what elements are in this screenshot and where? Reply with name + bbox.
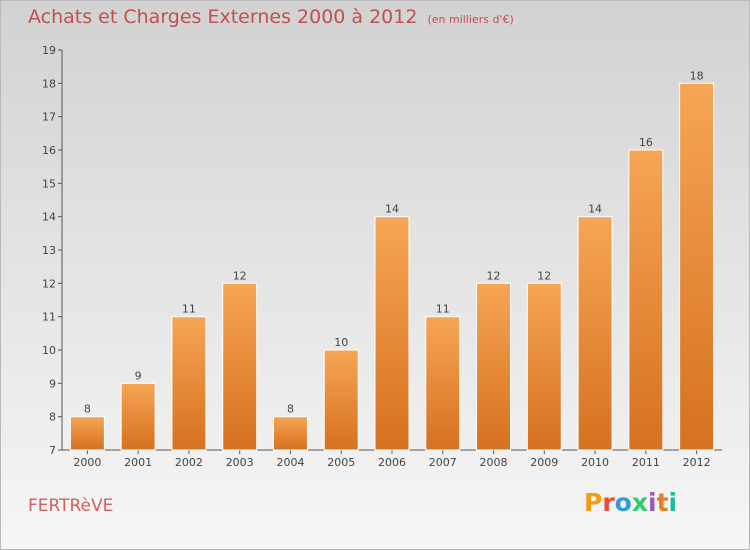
x-tick-label: 2006 xyxy=(378,456,406,469)
chart-subtitle: (en milliers d'€) xyxy=(427,13,514,26)
bar-2004 xyxy=(272,416,308,451)
bar-2006 xyxy=(374,216,410,451)
logo-letter: t xyxy=(656,488,669,517)
data-label-2010: 14 xyxy=(588,203,602,216)
data-label-2005: 10 xyxy=(334,336,348,349)
data-label-2004: 8 xyxy=(287,403,294,416)
data-label-2011: 16 xyxy=(639,136,653,149)
logo-letter: r xyxy=(602,488,615,517)
x-tick-label: 2007 xyxy=(429,456,457,469)
y-tick-label: 7 xyxy=(49,444,56,457)
logo-letter: i xyxy=(648,488,657,517)
commune-name: FERTRèVE xyxy=(28,496,114,516)
bar-2011 xyxy=(628,149,664,451)
x-tick-label: 2000 xyxy=(73,456,101,469)
data-label-2007: 11 xyxy=(436,303,450,316)
y-tick-label: 10 xyxy=(42,344,56,357)
chart-bars xyxy=(69,82,715,451)
y-tick-label: 18 xyxy=(42,77,56,90)
logo-letter: o xyxy=(614,488,632,517)
bar-2012 xyxy=(679,82,715,451)
data-label-2006: 14 xyxy=(385,203,399,216)
data-label-2009: 12 xyxy=(537,269,551,282)
bar-2009 xyxy=(526,282,562,451)
y-tick-label: 19 xyxy=(42,44,56,57)
x-tick-label: 2008 xyxy=(480,456,508,469)
bar-2007 xyxy=(425,316,461,451)
bar-2002 xyxy=(171,316,207,451)
x-tick-label: 2002 xyxy=(175,456,203,469)
bar-2000 xyxy=(69,416,105,451)
y-tick-label: 9 xyxy=(49,377,56,390)
y-tick-label: 17 xyxy=(42,111,56,124)
logo-letter: i xyxy=(668,488,678,517)
x-tick-label: 2010 xyxy=(581,456,609,469)
x-tick-label: 2011 xyxy=(632,456,660,469)
chart-labels: 2000 8 2001 9 2002 11 2003 12 2004 8 2005 10 2006 14 2… xyxy=(73,69,710,469)
y-tick-label: 16 xyxy=(42,144,56,157)
chart-title: Achats et Charges Externes 2000 à 2012 xyxy=(28,6,418,28)
x-tick-label: 2001 xyxy=(124,456,152,469)
data-label-2003: 12 xyxy=(233,269,247,282)
data-label-2000: 8 xyxy=(84,403,91,416)
y-tick-label: 14 xyxy=(42,211,56,224)
data-label-2001: 9 xyxy=(135,369,142,382)
data-label-2008: 12 xyxy=(487,269,501,282)
bar-2001 xyxy=(120,382,156,451)
x-tick-label: 2003 xyxy=(226,456,254,469)
logo-letter: P xyxy=(584,488,603,517)
y-tick-label: 15 xyxy=(42,177,56,190)
y-tick-label: 8 xyxy=(49,411,56,424)
y-tick-label: 12 xyxy=(42,277,56,290)
y-tick-label: 13 xyxy=(42,244,56,257)
x-tick-label: 2005 xyxy=(327,456,355,469)
data-label-2002: 11 xyxy=(182,303,196,316)
data-label-2012: 18 xyxy=(690,69,704,82)
x-tick-label: 2009 xyxy=(530,456,558,469)
bar-2003 xyxy=(222,282,258,451)
y-tick-label: 11 xyxy=(42,311,56,324)
x-tick-label: 2004 xyxy=(276,456,304,469)
bar-2005 xyxy=(323,349,359,451)
bar-2008 xyxy=(476,282,512,451)
bar-2010 xyxy=(577,216,613,451)
x-tick-label: 2012 xyxy=(683,456,711,469)
chart-title-block: Achats et Charges Externes 2000 à 2012 (e… xyxy=(28,6,514,28)
proxiti-logo[interactable]: Proxiti xyxy=(584,488,677,517)
logo-letter: x xyxy=(631,488,648,517)
